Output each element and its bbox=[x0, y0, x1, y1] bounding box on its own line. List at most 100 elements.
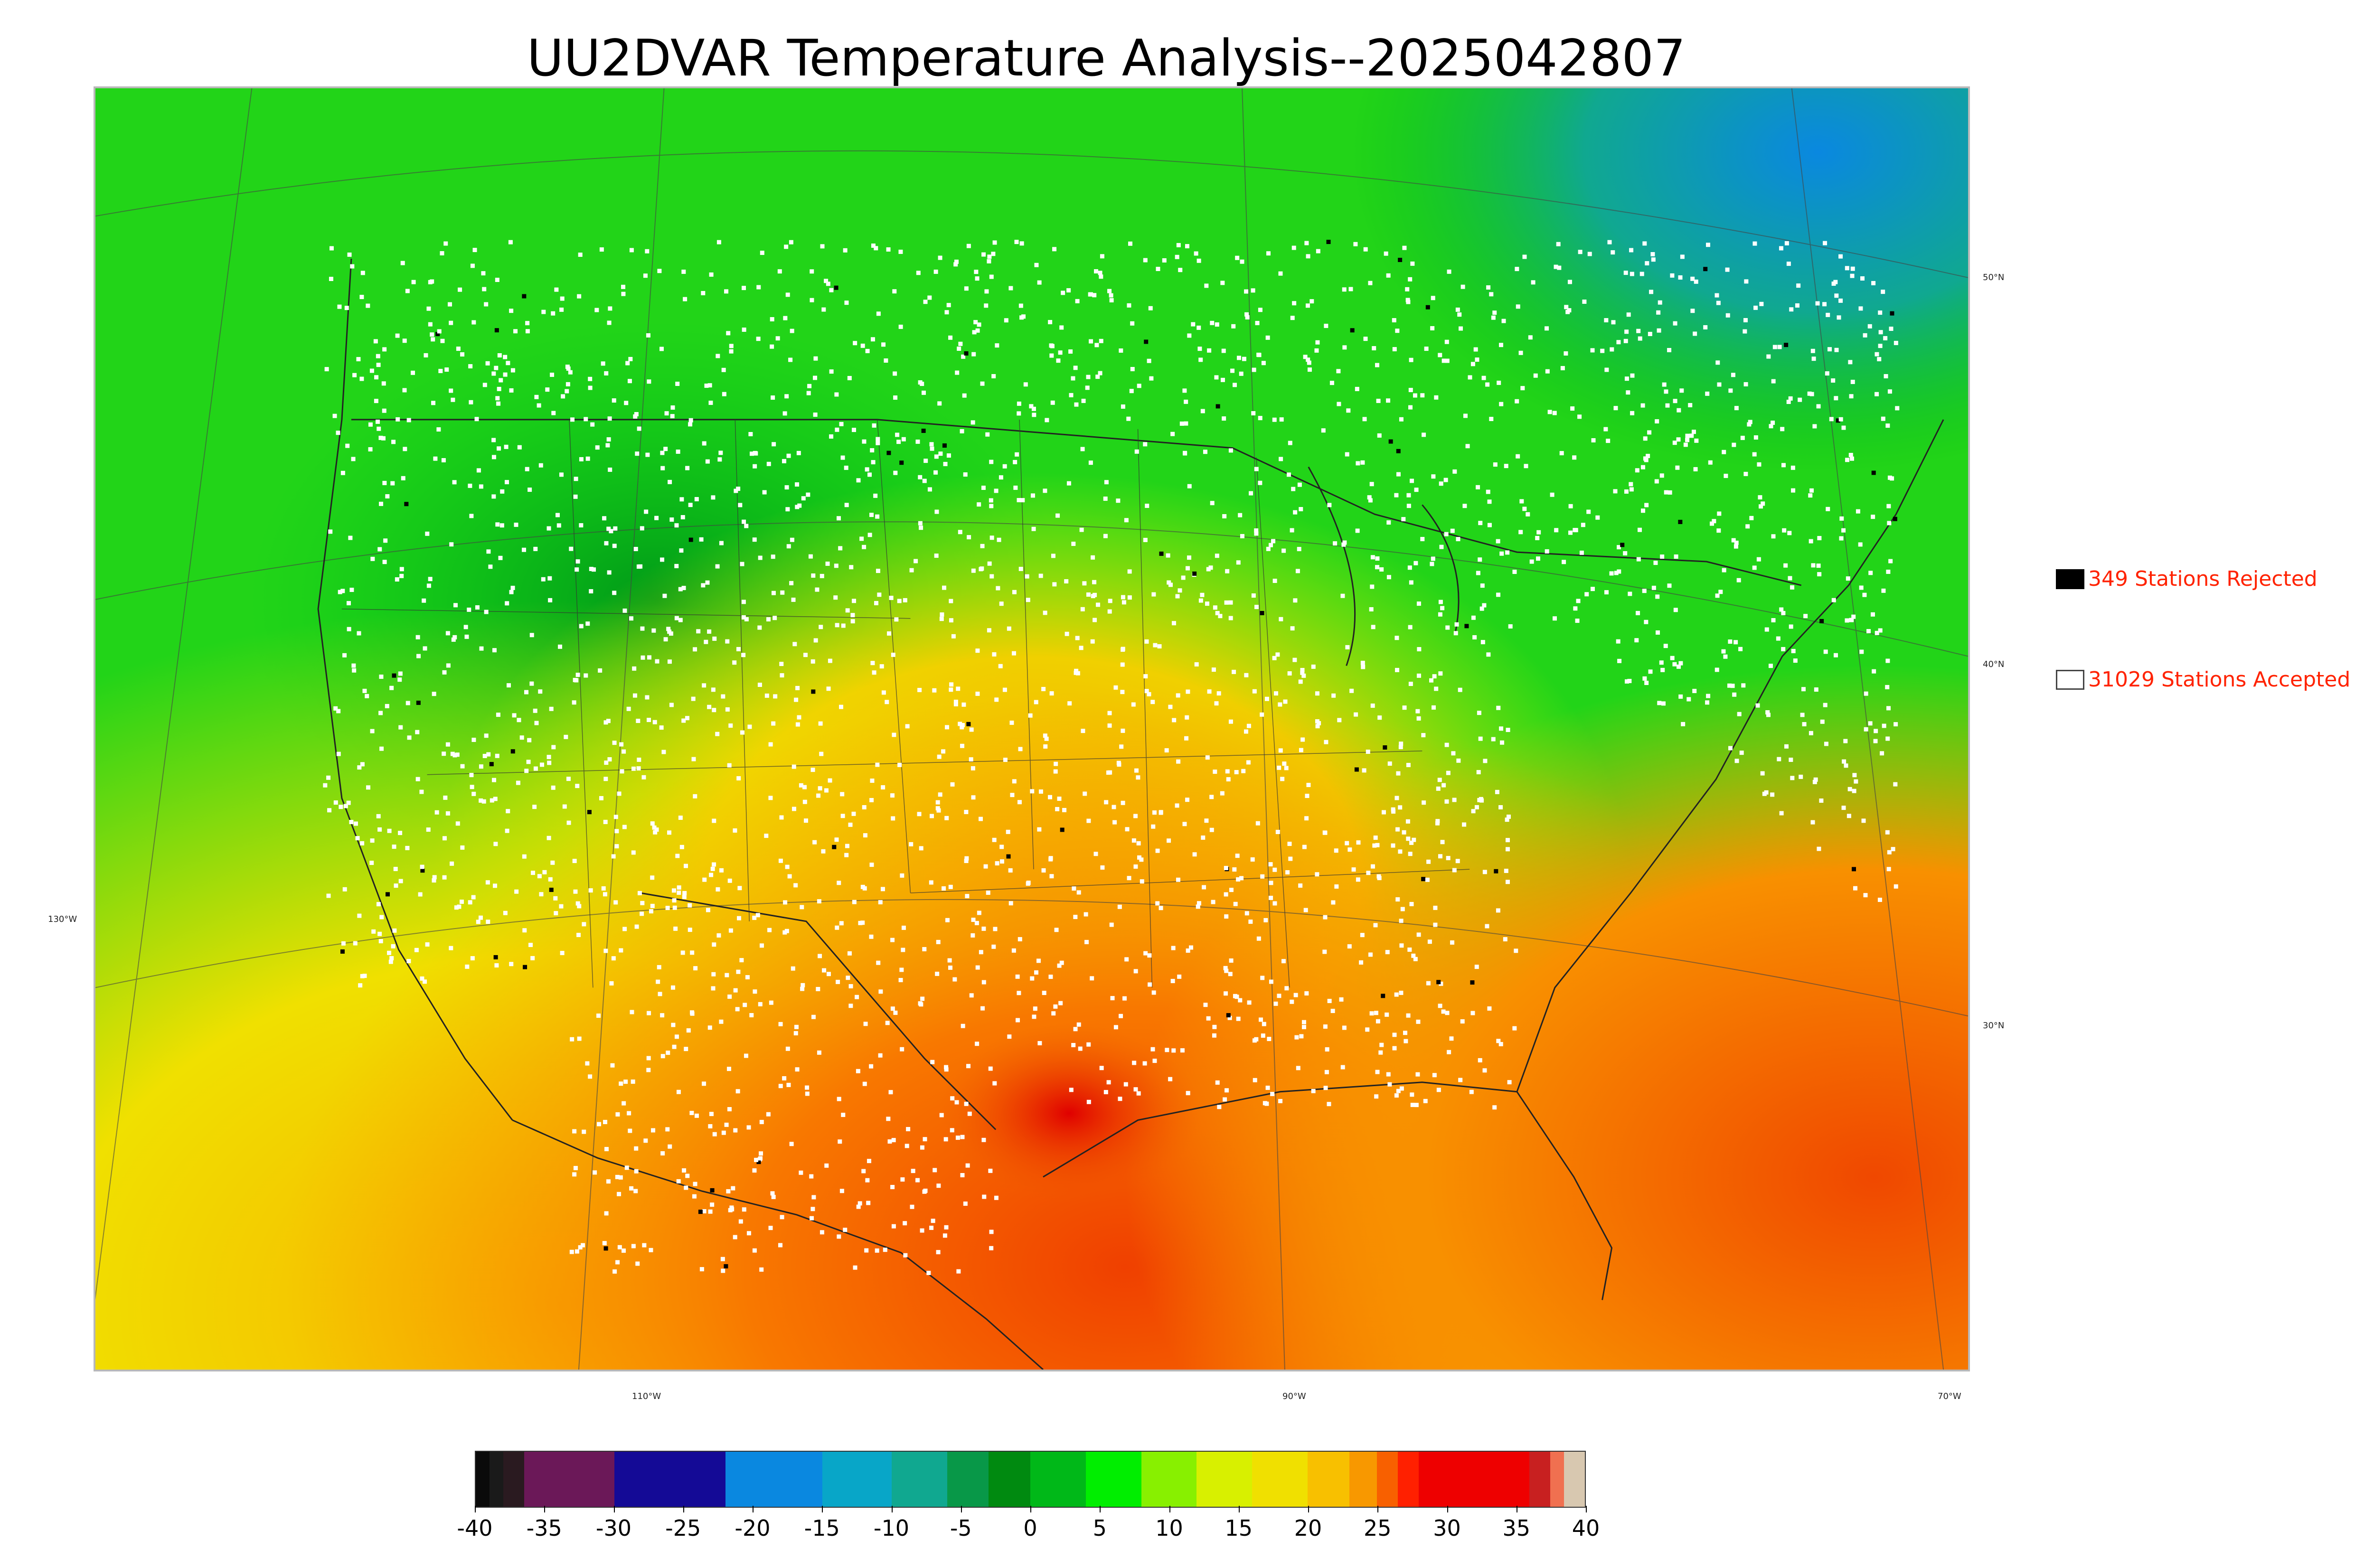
accepted-station-marker bbox=[565, 382, 570, 386]
accepted-station-marker bbox=[575, 673, 580, 677]
accepted-station-marker bbox=[1074, 668, 1079, 673]
accepted-station-marker bbox=[921, 390, 926, 395]
colorbar-tick-label: 5 bbox=[1093, 1515, 1107, 1541]
accepted-station-marker bbox=[1103, 496, 1108, 501]
accepted-station-marker bbox=[603, 819, 608, 824]
accepted-station-marker bbox=[398, 725, 403, 730]
accepted-station-marker bbox=[704, 384, 709, 388]
accepted-station-marker bbox=[349, 820, 354, 825]
accepted-station-marker bbox=[1387, 761, 1392, 766]
accepted-station-marker bbox=[1324, 323, 1328, 328]
accepted-station-marker bbox=[997, 537, 1001, 542]
accepted-station-marker bbox=[1817, 846, 1821, 851]
accepted-station-marker bbox=[1606, 439, 1611, 443]
accepted-station-marker bbox=[1878, 310, 1883, 315]
accepted-station-marker bbox=[1340, 1065, 1345, 1070]
accepted-station-marker bbox=[1334, 884, 1339, 889]
colorbar-tick-mark bbox=[1447, 1506, 1448, 1512]
accepted-station-marker bbox=[430, 332, 434, 337]
accepted-station-marker bbox=[998, 664, 1003, 668]
accepted-station-marker bbox=[1434, 686, 1439, 691]
accepted-station-marker bbox=[1368, 952, 1373, 957]
accepted-station-marker bbox=[575, 559, 580, 564]
accepted-station-marker bbox=[622, 749, 626, 754]
accepted-station-marker bbox=[1092, 580, 1097, 584]
accepted-station-marker bbox=[1819, 798, 1824, 803]
accepted-station-marker bbox=[1725, 313, 1730, 318]
accepted-station-marker bbox=[813, 356, 818, 361]
accepted-station-marker bbox=[1440, 840, 1445, 845]
accepted-station-marker bbox=[737, 916, 741, 920]
accepted-station-marker bbox=[816, 793, 821, 798]
accepted-station-marker bbox=[716, 887, 720, 892]
accepted-station-marker bbox=[1134, 449, 1139, 454]
accepted-station-marker bbox=[389, 956, 394, 961]
accepted-station-marker bbox=[1715, 360, 1720, 365]
accepted-station-marker bbox=[1536, 556, 1540, 561]
accepted-station-marker bbox=[667, 830, 671, 835]
accepted-station-marker bbox=[1449, 1036, 1454, 1041]
accepted-station-marker bbox=[1887, 521, 1892, 526]
accepted-station-marker bbox=[1843, 739, 1848, 743]
accepted-station-marker bbox=[1644, 458, 1649, 462]
accepted-station-marker bbox=[741, 615, 746, 620]
colorbar-segment bbox=[503, 1452, 525, 1507]
colorbar-segment bbox=[822, 1452, 892, 1507]
accepted-station-marker bbox=[1339, 997, 1344, 1002]
accepted-station-marker bbox=[398, 831, 403, 836]
accepted-station-marker bbox=[1090, 639, 1095, 644]
accepted-station-marker bbox=[660, 1013, 665, 1018]
accepted-station-marker bbox=[1030, 976, 1035, 981]
accepted-station-marker bbox=[606, 719, 611, 723]
accepted-station-marker bbox=[1508, 624, 1513, 629]
accepted-station-marker bbox=[1021, 314, 1026, 319]
rejected-station-marker bbox=[510, 749, 515, 754]
accepted-station-marker bbox=[1657, 701, 1662, 705]
accepted-station-marker bbox=[1202, 885, 1206, 890]
accepted-station-marker bbox=[406, 418, 411, 423]
accepted-station-marker bbox=[747, 724, 752, 729]
accepted-station-marker bbox=[1025, 574, 1029, 579]
accepted-station-marker bbox=[994, 1195, 999, 1200]
accepted-station-marker bbox=[640, 526, 644, 531]
accepted-station-marker bbox=[556, 523, 561, 528]
accepted-station-marker bbox=[1624, 376, 1629, 381]
accepted-station-marker bbox=[1398, 745, 1403, 750]
rejected-station-marker bbox=[942, 443, 947, 448]
accepted-station-marker bbox=[394, 883, 398, 888]
accepted-station-marker bbox=[969, 993, 974, 998]
accepted-station-marker bbox=[1263, 918, 1268, 922]
accepted-station-marker bbox=[613, 526, 618, 531]
accepted-station-marker bbox=[1694, 438, 1699, 443]
accepted-station-marker bbox=[1545, 326, 1549, 331]
accepted-station-marker bbox=[541, 577, 546, 582]
accepted-station-marker bbox=[1048, 320, 1053, 325]
accepted-station-marker bbox=[1012, 779, 1017, 784]
accepted-station-marker bbox=[1282, 761, 1287, 766]
accepted-station-marker bbox=[1075, 671, 1080, 676]
accepted-station-marker bbox=[860, 343, 865, 348]
accepted-station-marker bbox=[665, 1127, 670, 1132]
accepted-station-marker bbox=[613, 900, 618, 905]
colorbar-segment bbox=[989, 1452, 1030, 1507]
rejected-station-marker bbox=[1350, 328, 1355, 333]
accepted-station-marker bbox=[906, 1127, 911, 1131]
accepted-station-marker bbox=[1079, 646, 1083, 650]
accepted-station-marker bbox=[783, 900, 788, 905]
accepted-station-marker bbox=[416, 654, 421, 658]
accepted-station-marker bbox=[674, 563, 679, 568]
accepted-station-marker bbox=[353, 941, 358, 946]
accepted-station-marker bbox=[1463, 413, 1468, 418]
accepted-station-marker bbox=[1277, 765, 1281, 770]
accepted-station-marker bbox=[604, 1211, 609, 1216]
accepted-station-marker bbox=[585, 1061, 590, 1066]
accepted-station-marker bbox=[1337, 718, 1342, 723]
accepted-station-marker bbox=[378, 939, 383, 944]
accepted-station-marker bbox=[847, 951, 852, 956]
accepted-station-marker bbox=[1779, 246, 1783, 251]
accepted-station-marker bbox=[885, 700, 889, 704]
accepted-station-marker bbox=[503, 911, 508, 915]
accepted-station-marker bbox=[778, 1243, 782, 1248]
accepted-station-marker bbox=[1089, 339, 1093, 344]
accepted-station-marker bbox=[358, 983, 363, 988]
